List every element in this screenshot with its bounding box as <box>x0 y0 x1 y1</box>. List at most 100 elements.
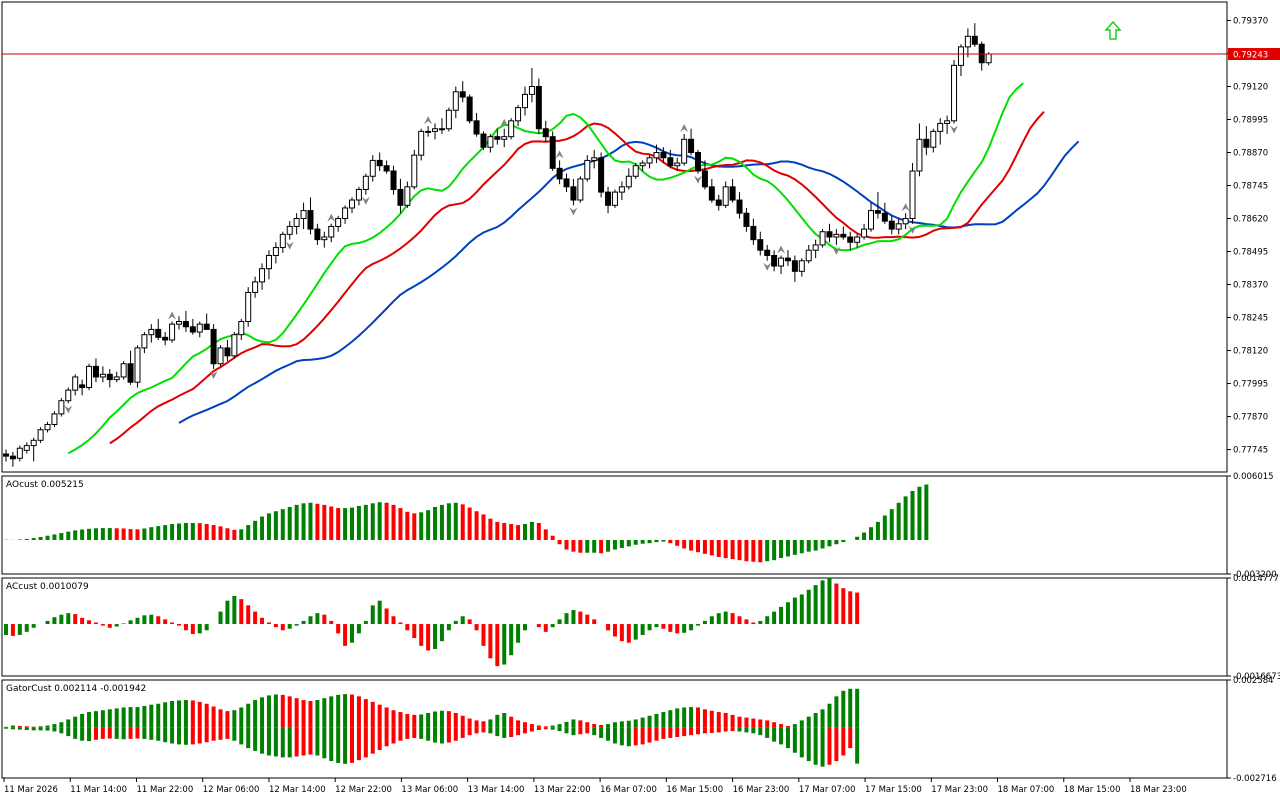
candle-body <box>411 154 418 188</box>
candle <box>771 250 778 272</box>
candle-body <box>577 178 584 201</box>
time-tick-label: 12 Mar 06:00 <box>203 785 260 795</box>
candle-body <box>881 212 888 222</box>
fractal-up-marker <box>327 213 336 222</box>
candle <box>134 345 141 388</box>
candle-body <box>286 225 293 235</box>
candle <box>376 152 383 171</box>
fractal-down-marker <box>361 196 370 205</box>
candle-body <box>708 186 715 201</box>
candle <box>902 213 909 230</box>
candle <box>708 178 715 203</box>
candle <box>681 134 688 166</box>
candle-body <box>868 210 874 230</box>
time-tick-label: 13 Mar 22:00 <box>534 785 591 795</box>
ao-frame <box>1 475 1228 575</box>
candle <box>182 310 189 333</box>
candle-body <box>480 133 487 148</box>
candle <box>639 160 646 171</box>
candle-body <box>584 159 591 180</box>
candle <box>757 231 764 256</box>
candle-body <box>743 212 750 227</box>
fractal-down-marker <box>950 125 959 134</box>
candle-body <box>293 218 300 227</box>
candle <box>971 23 978 47</box>
candle <box>847 231 854 251</box>
ao-panel-label: AOcust 0.005215 <box>6 480 84 490</box>
price-panel-frame <box>1 1 1228 473</box>
candle <box>688 128 695 156</box>
candle <box>113 371 120 383</box>
candle <box>51 411 58 428</box>
candle-body <box>16 447 23 459</box>
time-tick-label: 17 Mar 15:00 <box>865 785 922 795</box>
candle <box>459 81 466 103</box>
price-tick-2-label: 0.79120 <box>1233 82 1268 92</box>
candle <box>438 118 445 135</box>
ao-panel[interactable]: 0.006015 -0.003200 <box>1 472 1277 580</box>
candle-body <box>51 413 58 425</box>
candle <box>618 181 625 201</box>
candle-body <box>9 455 16 460</box>
time-tick-label: 18 Mar 15:00 <box>1064 785 1121 795</box>
time-tick-label: 13 Mar 06:00 <box>401 785 458 795</box>
candle-body <box>300 210 307 220</box>
price-tick-7-label: 0.78495 <box>1233 248 1268 258</box>
candle-body <box>162 336 169 341</box>
candle <box>798 258 805 277</box>
candle-body <box>791 260 798 272</box>
candle <box>764 244 771 261</box>
ac-panel[interactable]: 0.0014777 -0.0016673 <box>1 574 1280 682</box>
candle <box>79 379 86 396</box>
candle-body <box>238 320 245 336</box>
fractal-down-marker <box>64 405 73 414</box>
time-tick-label: 16 Mar 23:00 <box>733 785 790 795</box>
jaw-line <box>178 140 1080 424</box>
candle-body <box>307 210 314 230</box>
candle <box>65 387 72 404</box>
candle <box>231 332 238 359</box>
candle <box>397 178 404 214</box>
candle-body <box>874 210 881 214</box>
candle <box>909 163 916 224</box>
candle-body <box>30 439 37 447</box>
time-tick-label: 18 Mar 23:00 <box>1130 785 1187 795</box>
candle <box>736 192 743 219</box>
candle-body <box>778 257 785 267</box>
time-tick-label: 11 Mar 14:00 <box>70 785 127 795</box>
candle <box>265 250 272 280</box>
gator-panel[interactable]: 0.002584 -0.002716 <box>1 676 1277 784</box>
candle <box>695 149 701 174</box>
candle-body <box>632 165 639 177</box>
fractal-down-marker <box>694 175 702 184</box>
candle <box>584 155 591 182</box>
candle <box>674 157 681 171</box>
candle <box>127 350 134 385</box>
candle <box>611 189 618 208</box>
candle-body <box>957 46 964 66</box>
candle <box>826 223 833 243</box>
candle-body <box>736 199 743 214</box>
gator-frame <box>1 679 1228 779</box>
candle-body <box>646 157 653 164</box>
candle-body <box>210 328 217 365</box>
candle-body <box>72 376 79 391</box>
candle-body <box>895 223 902 230</box>
price-panel[interactable]: 0.793700.792450.791200.789950.788700.787… <box>1 1 1280 473</box>
teeth-line <box>109 111 1045 445</box>
candle <box>515 104 522 127</box>
candle <box>528 68 535 103</box>
candle <box>549 131 556 171</box>
candle-body <box>265 254 272 270</box>
candle-body <box>681 138 688 164</box>
candle-body <box>272 247 279 256</box>
candle-body <box>452 91 459 111</box>
candle-body <box>535 85 542 130</box>
candle-body <box>473 120 480 135</box>
price-tick-12-label: 0.77870 <box>1233 413 1268 423</box>
candle-body <box>169 323 176 341</box>
price-tick-3-label: 0.78995 <box>1233 116 1268 126</box>
candle-body <box>784 257 791 262</box>
